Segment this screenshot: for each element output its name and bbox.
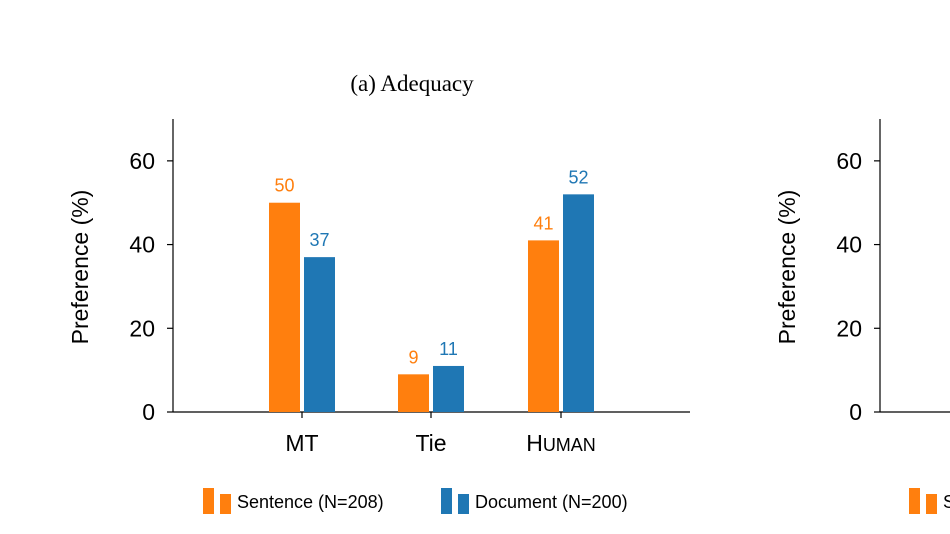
bars: 50 37 9 11 41 52 [269,167,594,412]
y-tick-label: 60 [129,148,155,174]
legend-item: Document (N=200) [441,488,628,514]
chart-panel-adequacy: (a) Adequacy Preference (%) 0 20 40 60 MT Tie… [67,71,690,514]
bar [269,202,300,412]
chart-title: (a) Adequacy [350,71,474,96]
data-label: 9 [408,347,418,367]
legend-swatch [926,494,937,514]
axes: 0 20 40 60 [836,119,950,425]
x-tick-label: Tie [415,430,446,456]
bar [304,257,335,412]
legend-swatch [458,494,469,514]
y-axis-label: Preference (%) [67,190,93,345]
data-label: 41 [533,213,553,233]
legend-label: Document (N=200) [475,492,628,512]
y-tick-label: 20 [129,315,155,341]
data-label: 37 [309,230,329,250]
legend-label: S [943,492,950,512]
y-tick-label: 40 [836,232,862,258]
data-label: 11 [439,339,458,359]
bar [398,374,429,412]
chart-panel-second: Preference (%) 0 20 40 60 S [774,119,950,514]
legend-swatch [220,494,231,514]
y-tick-label: 60 [836,148,862,174]
legend-swatch [203,488,214,514]
legend-item: Sentence (N=208) [203,488,384,514]
data-label: 50 [274,176,294,196]
y-tick-label: 0 [142,399,155,425]
legend-swatch [909,488,920,514]
legend-swatch [441,488,452,514]
x-tick-label: MT [285,430,318,456]
axes: 0 20 40 60 MT Tie HUMAN [129,119,690,456]
data-label: 52 [568,167,588,187]
legend-label: Sentence (N=208) [237,492,384,512]
legend-item: S [909,488,950,514]
legend: Sentence (N=208) Document (N=200) [203,488,628,514]
x-tick-label: HUMAN [526,430,596,456]
bar [563,194,594,412]
bar [433,365,464,412]
y-tick-label: 20 [836,315,862,341]
y-tick-label: 40 [129,232,155,258]
bar [528,240,559,412]
legend: S [909,488,950,514]
y-axis-label: Preference (%) [774,190,800,345]
y-tick-label: 0 [849,399,862,425]
